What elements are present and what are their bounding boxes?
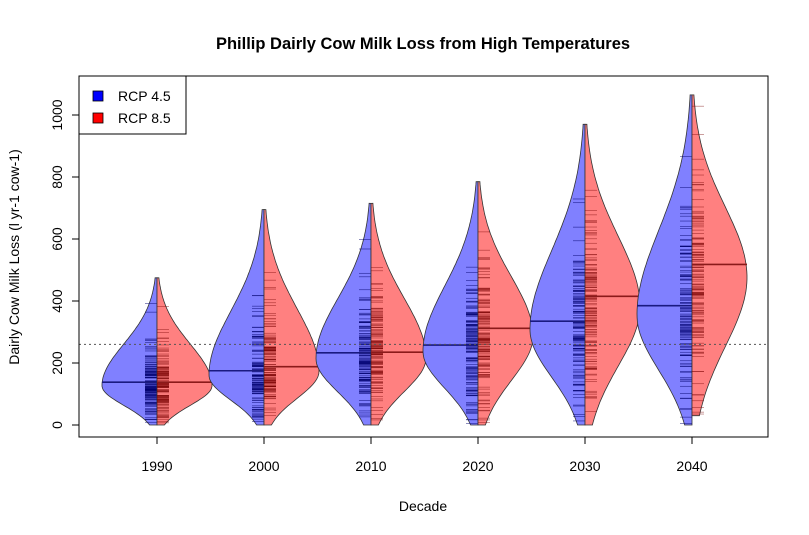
legend-swatch-rcp45 — [92, 90, 104, 102]
violin-rcp45-2020 — [422, 181, 479, 426]
legend-label-rcp45: RCP 4.5 — [118, 88, 171, 104]
legend-box — [78, 75, 187, 135]
rug-rcp45-1990 — [145, 303, 157, 423]
legend-swatch-rcp85 — [92, 112, 104, 124]
violin-rcp45-1990 — [101, 277, 158, 426]
violin-rcp45-2040 — [636, 94, 693, 426]
violin-rcp85-2040 — [691, 94, 748, 417]
violin-rcp45-2010 — [315, 202, 372, 426]
y-tick-label: 0 — [49, 421, 65, 429]
violin-rcp85-2020 — [477, 181, 534, 426]
x-tick-label: 2040 — [676, 458, 707, 474]
rug-rcp85-2000 — [264, 272, 276, 416]
rug-rcp45-2020 — [466, 266, 478, 424]
x-tick-label: 2000 — [248, 458, 279, 474]
violin-layer — [101, 94, 748, 426]
y-tick-label: 200 — [49, 351, 65, 375]
x-tick-label: 2030 — [569, 458, 600, 474]
rug-rcp45-2030 — [573, 198, 585, 422]
rug-rcp45-2010 — [359, 239, 371, 418]
rug-rcp45-2000 — [252, 295, 264, 422]
rug-rcp85-2020 — [478, 231, 490, 423]
legend-label-rcp85: RCP 8.5 — [118, 110, 171, 126]
y-tick-label: 600 — [49, 227, 65, 251]
violin-rcp85-2000 — [263, 209, 320, 426]
x-tick-label: 2010 — [355, 458, 386, 474]
violin-rcp85-2010 — [370, 202, 427, 426]
violin-rcp45-2030 — [529, 123, 586, 426]
violin-rcp85-1990 — [156, 277, 213, 426]
x-axis: 1990 2000 2010 2020 2030 2040 — [141, 436, 708, 474]
y-tick-label: 800 — [49, 165, 65, 189]
x-tick-label: 1990 — [141, 458, 172, 474]
x-axis-label: Decade — [399, 498, 447, 514]
rug-rcp45-2040 — [680, 156, 692, 424]
legend: RCP 4.5 RCP 8.5 — [78, 75, 187, 135]
rug-rcp85-2040 — [692, 105, 704, 415]
y-axis: 0 200 400 600 800 1000 — [49, 99, 80, 429]
x-tick-label: 2020 — [462, 458, 493, 474]
y-tick-label: 1000 — [49, 99, 65, 130]
chart-title: Phillip Dairly Cow Milk Loss from High T… — [216, 35, 630, 53]
violin-rcp85-2030 — [584, 123, 641, 426]
y-tick-label: 400 — [49, 289, 65, 313]
y-axis-label: Dairly Cow Milk Loss (l yr-1 cow-1) — [6, 149, 22, 364]
